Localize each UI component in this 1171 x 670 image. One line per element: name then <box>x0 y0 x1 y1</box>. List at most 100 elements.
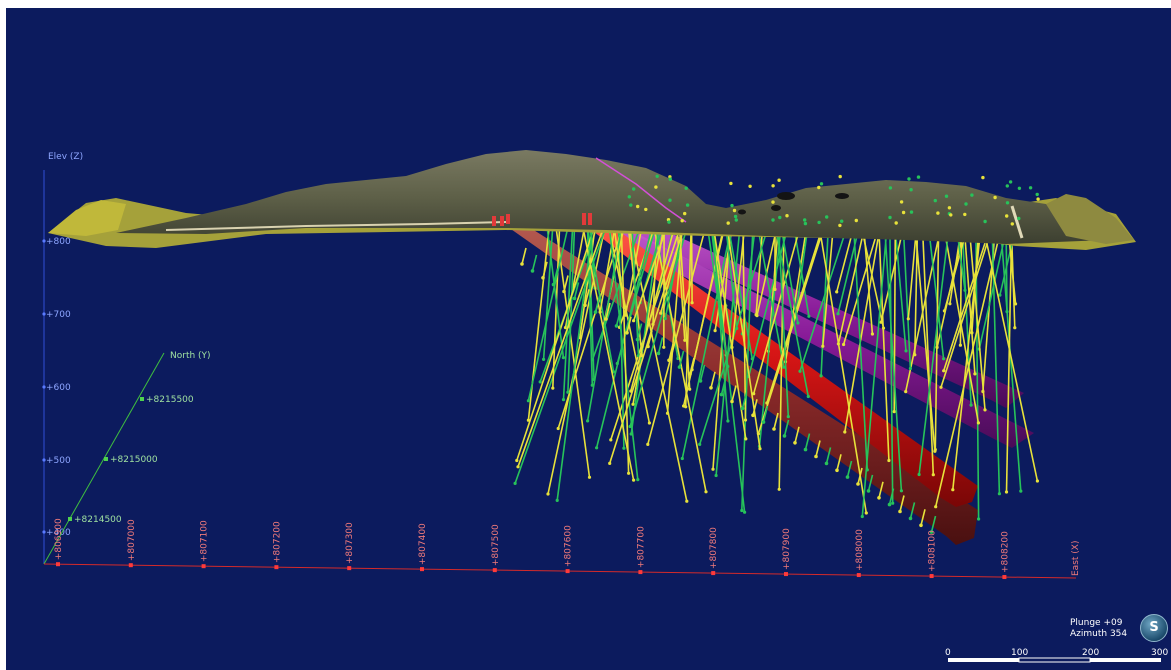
elevation-tick-mark <box>42 530 46 534</box>
elevation-tick-mark <box>42 458 46 462</box>
drill-hole-end <box>1014 302 1018 306</box>
collar-dot <box>734 218 738 222</box>
drill-hole-end <box>551 386 555 390</box>
east-tick-mark <box>56 562 60 567</box>
collar-dot <box>683 211 687 216</box>
drill-hole <box>584 289 590 306</box>
drill-hole <box>579 226 597 338</box>
east-tick-label: +807900 <box>782 528 792 570</box>
drill-hole <box>636 323 643 340</box>
3d-viewport[interactable]: Elev (Z) +800 +700 +600 +500 +400 North (Y) … <box>6 8 1171 670</box>
north-tick-mark <box>140 397 144 401</box>
drill-hole <box>605 302 611 320</box>
drill-hole <box>978 231 1007 350</box>
drill-hole <box>934 231 940 450</box>
collar-dot <box>771 218 775 222</box>
drill-hole <box>521 247 527 265</box>
collar-dot <box>964 202 968 206</box>
scale-tick-200: 200 <box>1082 648 1099 658</box>
surface-workings <box>738 192 849 215</box>
drill-hole-end <box>516 465 520 469</box>
drill-hole <box>552 226 561 389</box>
drill-hole-end <box>542 357 546 361</box>
collar-dot <box>983 219 987 224</box>
drill-hole-end <box>836 342 841 346</box>
drill-hole <box>562 225 574 400</box>
north-tick-mark <box>104 457 108 461</box>
drill-hole <box>752 399 758 416</box>
drill-hole <box>844 231 880 433</box>
drill-hole <box>837 231 859 314</box>
terrain-pink-trace <box>595 157 687 223</box>
drill-hole-end <box>913 353 917 357</box>
collar-dot <box>1035 192 1039 197</box>
drill-hole <box>968 231 986 410</box>
drill-hole <box>731 228 746 348</box>
collar-dot <box>1017 186 1022 190</box>
drill-hole-end <box>663 316 667 321</box>
drill-hole-end <box>898 509 902 514</box>
east-tick-mark <box>128 563 133 568</box>
drill-hole-end <box>682 404 686 408</box>
drill-hole-end <box>860 514 864 519</box>
collar-dot <box>803 221 808 226</box>
drill-hole-end <box>744 437 748 441</box>
drill-hole-end <box>636 478 640 482</box>
drill-hole-end <box>939 385 943 389</box>
east-tick-label: +808000 <box>855 529 865 571</box>
east-tick-mark <box>929 574 934 579</box>
east-axis-label: East (X) <box>1071 541 1081 576</box>
drill-hole-end <box>1004 490 1009 494</box>
compass-label: S <box>1149 620 1159 635</box>
collar-dot <box>909 210 914 214</box>
collar-dot <box>1008 180 1013 184</box>
drill-hole <box>880 230 904 323</box>
drill-hole <box>668 344 674 361</box>
collar-dot <box>685 203 690 207</box>
drill-hole <box>888 488 895 505</box>
drill-hole-end <box>976 421 981 425</box>
drill-hole <box>712 227 747 440</box>
drill-hole-end <box>835 468 839 473</box>
drill-hole-end <box>709 386 713 390</box>
drill-hole <box>762 405 769 423</box>
drill-hole <box>647 330 653 347</box>
drill-hole-end <box>877 496 881 500</box>
north-tick-label: +8214500 <box>74 515 122 525</box>
drill-hole <box>857 467 863 485</box>
plunge-value: Plunge +09 <box>1070 618 1123 628</box>
collar-dot <box>627 195 631 199</box>
drill-hole-end <box>614 324 619 328</box>
drill-hole <box>546 225 565 358</box>
drill-hole-end <box>933 448 937 452</box>
collar-dot <box>777 178 781 182</box>
drill-hole-end <box>546 492 550 496</box>
drill-hole-end <box>625 331 629 335</box>
drill-hole <box>934 232 1001 507</box>
drill-hole-end <box>934 505 938 509</box>
north-ticks: +8214500 +8215000 +8215500 <box>68 395 194 525</box>
drill-hole-end <box>970 331 974 335</box>
drill-hole <box>563 275 569 292</box>
east-ticks: +806900 +807000 +807100 +807200 +807300 +8074… <box>54 518 1010 580</box>
drill-hole-end <box>786 415 790 419</box>
drill-hole-end <box>942 357 946 361</box>
scene-canvas[interactable]: Elev (Z) +800 +700 +600 +500 +400 North (Y) … <box>6 8 1171 670</box>
drill-hole <box>630 229 675 392</box>
drill-hole <box>657 337 664 354</box>
compass-icon[interactable]: S <box>1140 614 1168 642</box>
drill-hole-end <box>665 411 670 415</box>
east-tick-label: +807200 <box>272 521 282 563</box>
drill-hole-end <box>931 473 935 477</box>
azimuth-value: Azimuth 354 <box>1070 629 1128 639</box>
collar-dot <box>838 174 842 179</box>
collar-dot <box>840 219 844 223</box>
drill-hole <box>822 227 834 347</box>
drill-hole <box>921 231 935 475</box>
collar-dot <box>909 188 913 192</box>
collar-dot <box>825 215 829 219</box>
drill-hole <box>632 227 668 321</box>
collar-dot <box>907 177 911 181</box>
drill-hole-end <box>562 289 566 294</box>
drill-hole <box>555 226 591 478</box>
